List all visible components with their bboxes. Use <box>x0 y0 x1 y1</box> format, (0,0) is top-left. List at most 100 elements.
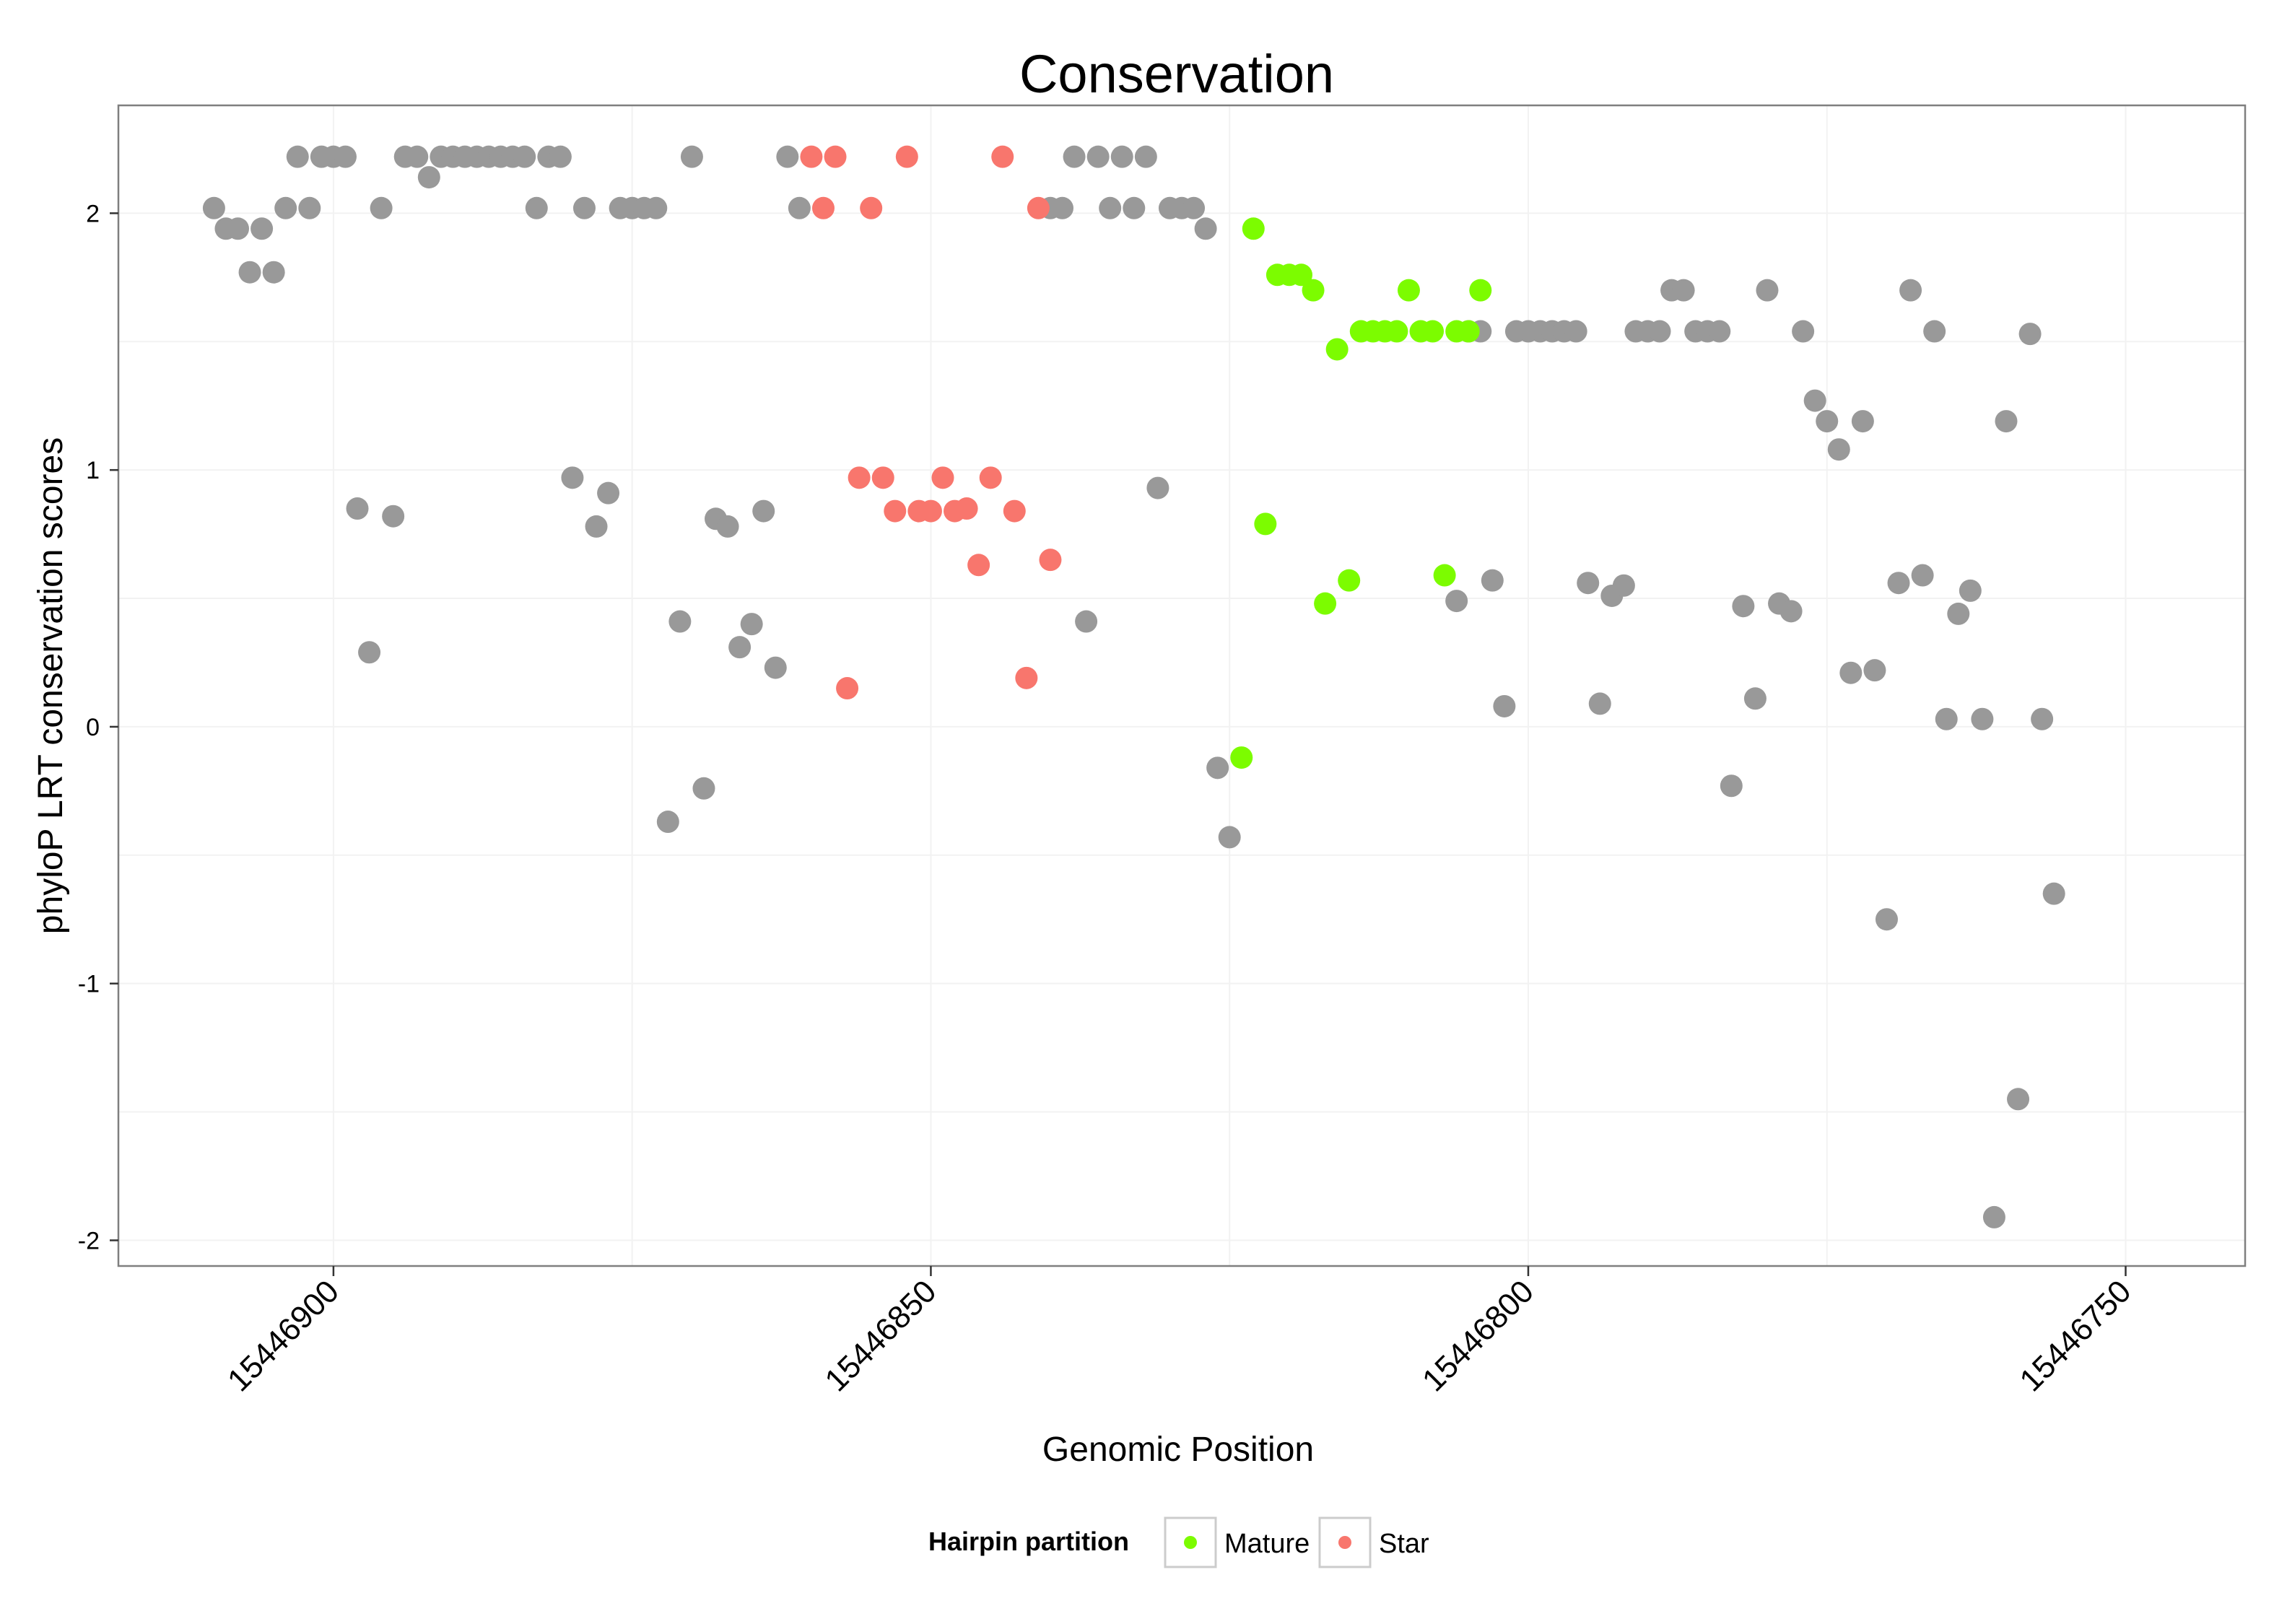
data-point-star <box>836 677 859 700</box>
data-point-mature <box>1338 569 1361 592</box>
data-point-other <box>2018 323 2042 346</box>
data-point-other <box>417 166 440 189</box>
data-point-star <box>991 145 1014 168</box>
legend-title: Hairpin partition <box>928 1527 1129 1556</box>
data-point-other <box>2031 707 2054 730</box>
data-point-mature <box>1325 338 1349 361</box>
data-point-other <box>764 656 787 679</box>
data-point-star <box>824 145 847 168</box>
data-point-star <box>860 196 883 219</box>
y-tick-label: 0 <box>86 714 100 741</box>
data-point-other <box>1911 564 1934 587</box>
data-point-other <box>1947 602 1970 625</box>
data-point-other <box>1732 595 1755 618</box>
data-point-mature <box>1385 320 1408 343</box>
data-point-other <box>740 613 763 636</box>
data-point-other <box>525 196 548 219</box>
data-point-other <box>645 196 668 219</box>
plot-panel-border <box>117 104 2247 1267</box>
data-point-other <box>358 641 381 664</box>
data-point-other <box>262 261 285 284</box>
data-point-other <box>788 196 811 219</box>
data-points <box>202 145 2065 1228</box>
x-axis-title: Genomic Position <box>1042 1431 1314 1469</box>
data-point-other <box>346 497 369 520</box>
data-point-other <box>274 196 297 219</box>
data-point-other <box>656 811 679 834</box>
data-point-star <box>871 466 894 489</box>
data-point-mature <box>1230 746 1253 769</box>
data-point-star <box>895 145 918 168</box>
data-point-mature <box>1469 279 1492 302</box>
data-point-mature <box>1242 217 1265 240</box>
data-point-other <box>1839 661 1863 684</box>
data-point-other <box>1779 600 1803 623</box>
data-point-other <box>227 217 250 240</box>
data-point-other <box>1063 145 1086 168</box>
data-point-star <box>967 554 990 577</box>
data-point-other <box>680 145 703 168</box>
data-point-other <box>1827 438 1850 461</box>
legend: Hairpin partition Mature Star <box>928 1516 1429 1568</box>
data-point-other <box>1206 756 1229 780</box>
data-point-other <box>1959 579 1982 602</box>
data-point-other <box>1445 590 1468 613</box>
data-point-other <box>1182 196 1206 219</box>
legend-label-star: Star <box>1379 1529 1429 1559</box>
data-point-other <box>1923 320 1946 343</box>
data-point-mature <box>1421 320 1445 343</box>
data-point-other <box>406 145 429 168</box>
data-point-other <box>1887 572 1910 595</box>
data-point-mature <box>1302 279 1325 302</box>
data-point-other <box>2042 882 2065 905</box>
data-point-mature <box>1254 512 1277 536</box>
legend-dot-star <box>1338 1536 1351 1549</box>
data-point-other <box>1577 572 1600 595</box>
data-point-other <box>1899 279 1922 302</box>
data-point-other <box>251 217 274 240</box>
data-point-other <box>1481 569 1504 592</box>
data-point-mature <box>1314 592 1337 615</box>
data-point-other <box>752 499 775 523</box>
data-point-other <box>202 196 225 219</box>
y-tick-label: -2 <box>78 1227 100 1254</box>
data-point-other <box>692 777 715 800</box>
data-point-other <box>561 466 584 489</box>
data-point-star <box>884 499 907 523</box>
data-point-star <box>1039 549 1062 572</box>
data-point-star <box>979 466 1002 489</box>
y-tick-label: 1 <box>86 457 100 484</box>
data-point-other <box>549 145 572 168</box>
data-point-other <box>1134 145 1157 168</box>
data-point-mature <box>1457 320 1480 343</box>
data-point-mature <box>1290 263 1313 287</box>
data-point-other <box>1218 826 1241 849</box>
data-point-other <box>1863 659 1886 682</box>
data-point-other <box>238 261 261 284</box>
data-point-other <box>1792 320 1815 343</box>
data-point-mature <box>1433 564 1456 587</box>
data-point-other <box>1110 145 1133 168</box>
data-point-other <box>286 145 309 168</box>
y-axis-title: phyloP LRT conservation scores <box>32 437 70 934</box>
legend-item-star: Star <box>1318 1516 1429 1568</box>
legend-label-mature: Mature <box>1224 1529 1310 1559</box>
data-point-other <box>1816 410 1839 433</box>
data-point-other <box>1743 687 1767 710</box>
data-point-other <box>1086 145 1110 168</box>
data-point-other <box>668 610 692 633</box>
y-tick-label: -1 <box>78 971 100 998</box>
data-point-star <box>1027 196 1050 219</box>
data-point-other <box>716 515 739 538</box>
y-axis: -2 -1 0 1 2 <box>78 200 118 1254</box>
data-point-other <box>1075 610 1098 633</box>
data-point-other <box>597 481 620 505</box>
data-point-other <box>1756 279 1779 302</box>
data-point-other <box>334 145 357 168</box>
data-point-other <box>1982 1205 2005 1228</box>
data-point-other <box>1564 320 1587 343</box>
data-point-other <box>1050 196 1073 219</box>
data-point-star <box>931 466 954 489</box>
data-point-star <box>955 497 978 520</box>
